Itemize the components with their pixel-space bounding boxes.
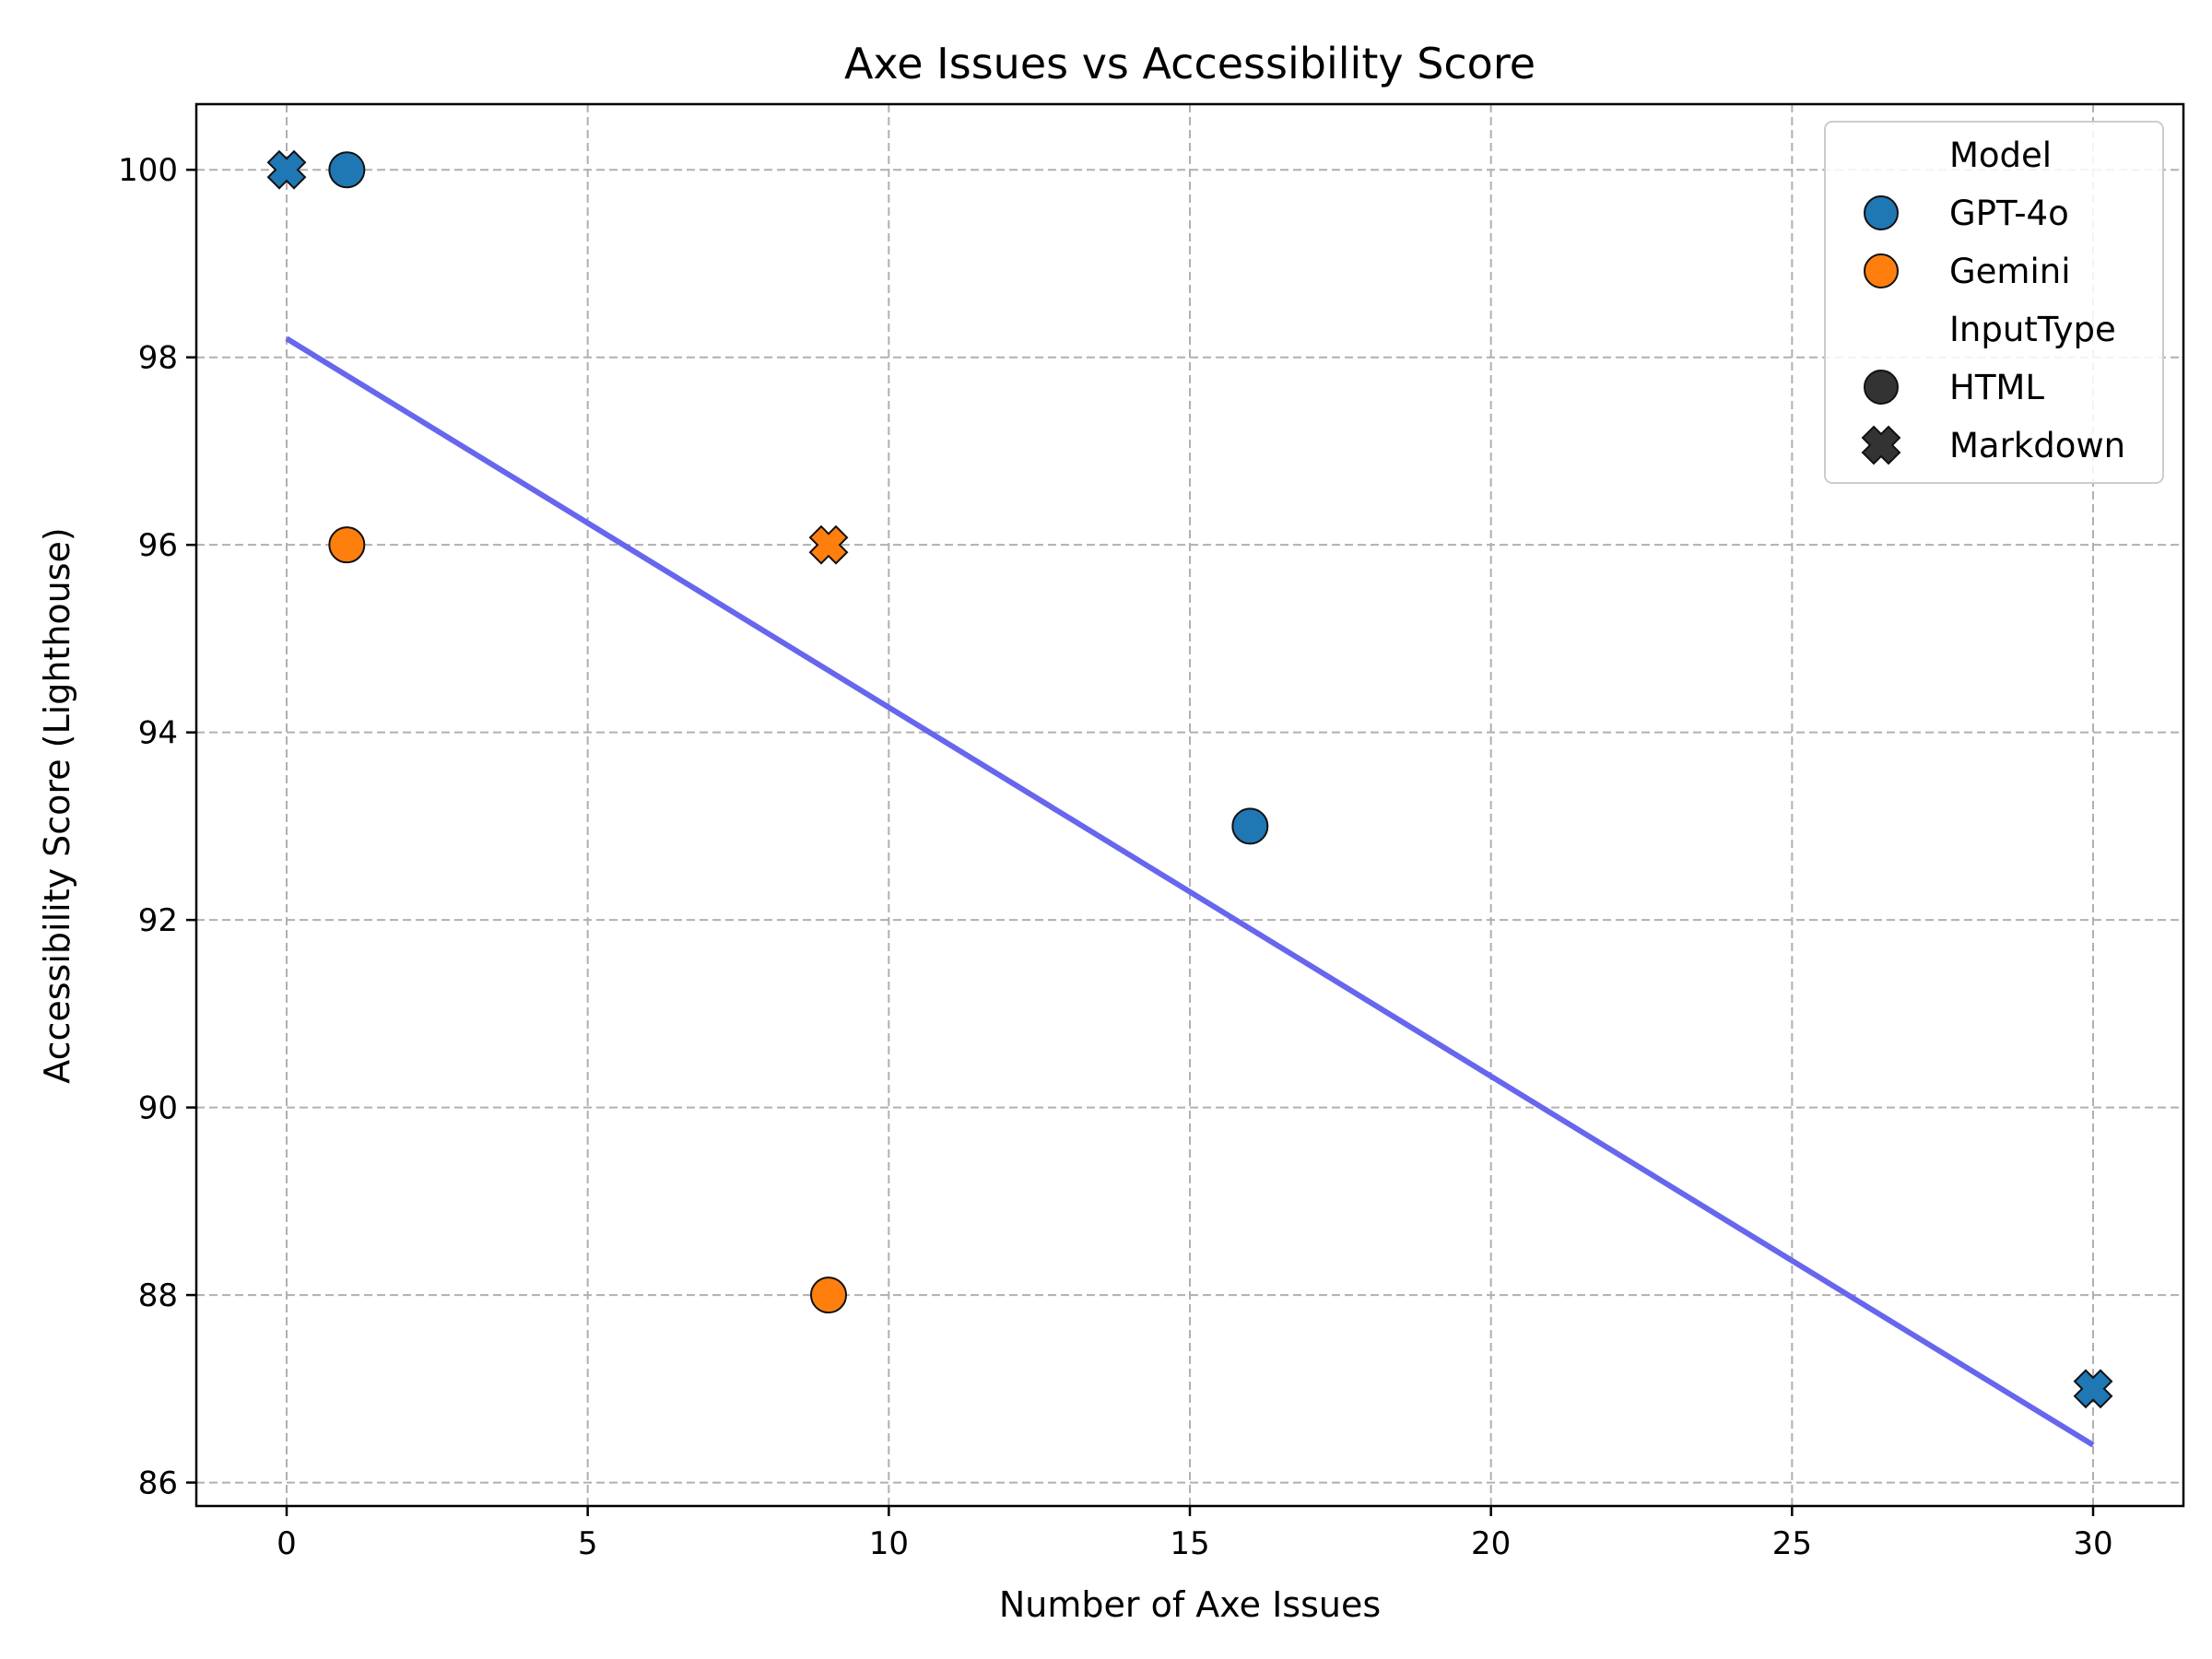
legend-marker-html	[1864, 370, 1899, 405]
data-point-gpt-4o-html	[328, 151, 366, 189]
regression-line-layer	[285, 335, 2095, 1448]
x-tick-label: 30	[2073, 1525, 2112, 1562]
x-tick-label: 25	[1772, 1525, 1812, 1562]
y-tick-label: 96	[138, 527, 178, 564]
x-tick-label: 5	[578, 1525, 598, 1562]
y-tick-label: 100	[118, 152, 178, 189]
legend-hue-title: Model	[1949, 135, 2052, 175]
x-tick-label: 20	[1471, 1525, 1511, 1562]
x-axis-label: Number of Axe Issues	[999, 1584, 1381, 1625]
legend-label-markdown: Markdown	[1949, 426, 2125, 465]
data-point-gemini-html	[328, 526, 366, 564]
y-tick-label: 90	[138, 1090, 178, 1127]
legend-label-gemini: Gemini	[1949, 252, 2071, 291]
grid-lines	[196, 104, 2183, 1506]
y-tick-label: 92	[138, 902, 178, 939]
legend-marker-markdown	[1861, 425, 1901, 465]
legend-label-html: HTML	[1949, 368, 2044, 407]
data-point-gpt-4o-markdown	[266, 149, 307, 190]
regression-line	[285, 335, 2095, 1448]
data-point-gpt-4o-html	[1231, 807, 1269, 845]
y-tick-label: 88	[138, 1277, 178, 1314]
y-tick-label: 98	[138, 340, 178, 377]
legend: Model GPT-4o Gemini InputType HTML Markd…	[1824, 121, 2164, 484]
data-point-gpt-4o-markdown	[2073, 1369, 2113, 1409]
legend-marker-gpt-4o	[1864, 195, 1899, 230]
data-points	[266, 149, 2113, 1409]
x-tick-label: 0	[276, 1525, 297, 1562]
x-tick-label: 10	[869, 1525, 909, 1562]
legend-label-gpt-4o: GPT-4o	[1949, 194, 2069, 233]
y-tick-label: 94	[138, 715, 178, 752]
axis-ticks: 0 5 10 15 20 25 30 86 88 90 92 94 96 98 100	[118, 152, 2113, 1562]
data-point-gemini-markdown	[808, 524, 849, 565]
data-point-gemini-html	[810, 1277, 847, 1314]
chart-title: Axe Issues vs Accessibility Score	[844, 39, 1535, 88]
legend-marker-gemini	[1864, 253, 1899, 288]
legend-box	[1824, 121, 2164, 484]
x-tick-label: 15	[1170, 1525, 1209, 1562]
y-axis-label: Accessibility Score (Lighthouse)	[37, 527, 77, 1084]
legend-style-title: InputType	[1949, 310, 2116, 349]
y-tick-label: 86	[138, 1465, 178, 1502]
